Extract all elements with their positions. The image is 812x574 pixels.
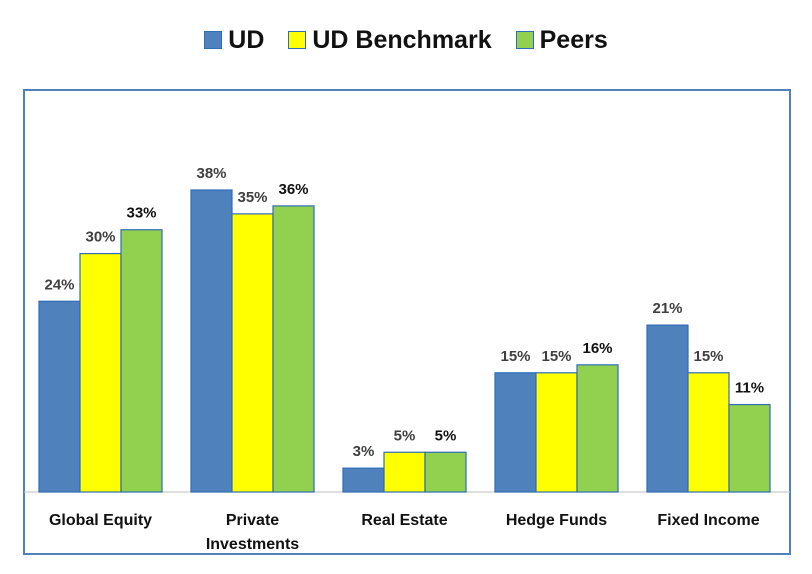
- data-labels-group: 24% 30% 33% 38% 35% 36% 3% 5% 5% 15% 15% 16% 21% 15% 1…: [44, 165, 764, 460]
- category-label: Global Equity: [49, 512, 152, 529]
- category-label: Fixed Income: [657, 512, 759, 529]
- category-label-line: Investments: [206, 536, 299, 553]
- legend-label-ud: UD: [228, 25, 265, 54]
- bars-group: [38, 189, 771, 493]
- bar-ud-2[interactable]: [342, 467, 385, 493]
- data-label: 5%: [435, 427, 457, 444]
- category-label: Private Investments: [206, 512, 299, 553]
- category-labels-group: Global Equity Private Investments Real Esta…: [49, 512, 760, 553]
- data-label: 21%: [652, 300, 682, 317]
- legend-swatch-ud: [204, 31, 223, 49]
- data-label: 15%: [541, 348, 571, 365]
- bar-peers-4[interactable]: [728, 403, 771, 493]
- bar-peers-0[interactable]: [120, 229, 163, 493]
- plot-frame: [23, 89, 791, 555]
- category-label: Hedge Funds: [506, 512, 607, 529]
- bar-peers-1[interactable]: [272, 205, 315, 493]
- bar-ud-benchmark-4[interactable]: [687, 372, 730, 493]
- legend-label-ud-benchmark: UD Benchmark: [312, 25, 492, 54]
- bar-ud-0[interactable]: [38, 300, 81, 493]
- bar-ud-benchmark-0[interactable]: [79, 252, 122, 493]
- legend-label-peers: Peers: [539, 25, 608, 54]
- legend-swatch-peers: [515, 31, 534, 49]
- data-label: 15%: [500, 348, 530, 365]
- category-label-line: Global Equity: [49, 512, 152, 529]
- legend-item-ud[interactable]: UD: [204, 26, 264, 55]
- data-label: 15%: [693, 348, 723, 365]
- category-label: Real Estate: [361, 512, 447, 529]
- data-label: 16%: [582, 340, 612, 357]
- bar-ud-benchmark-1[interactable]: [231, 213, 274, 493]
- data-label: 30%: [85, 229, 115, 246]
- data-label: 38%: [196, 165, 226, 182]
- data-label: 24%: [44, 276, 74, 293]
- category-label-line: Real Estate: [361, 512, 447, 529]
- bar-peers-2[interactable]: [424, 451, 467, 493]
- data-label: 5%: [394, 427, 416, 444]
- data-label: 36%: [278, 181, 308, 198]
- bar-ud-3[interactable]: [494, 372, 537, 493]
- legend-item-peers[interactable]: Peers: [515, 25, 608, 55]
- data-label: 3%: [353, 443, 375, 460]
- legend-item-ud-benchmark[interactable]: UD Benchmark: [288, 25, 492, 55]
- legend: UD UD Benchmark Peers: [0, 22, 812, 58]
- bar-ud-4[interactable]: [646, 324, 689, 493]
- legend-swatch-ud-benchmark: [288, 31, 307, 49]
- bar-ud-benchmark-2[interactable]: [383, 451, 426, 493]
- data-label: 35%: [237, 189, 267, 206]
- category-label-line: Hedge Funds: [506, 512, 607, 529]
- bar-peers-3[interactable]: [576, 364, 619, 493]
- data-label: 33%: [126, 205, 156, 222]
- category-label-line: Private: [226, 512, 279, 529]
- category-label-line: Fixed Income: [657, 512, 759, 529]
- data-label: 11%: [735, 380, 764, 397]
- bar-ud-1[interactable]: [190, 189, 233, 493]
- bar-ud-benchmark-3[interactable]: [535, 372, 578, 493]
